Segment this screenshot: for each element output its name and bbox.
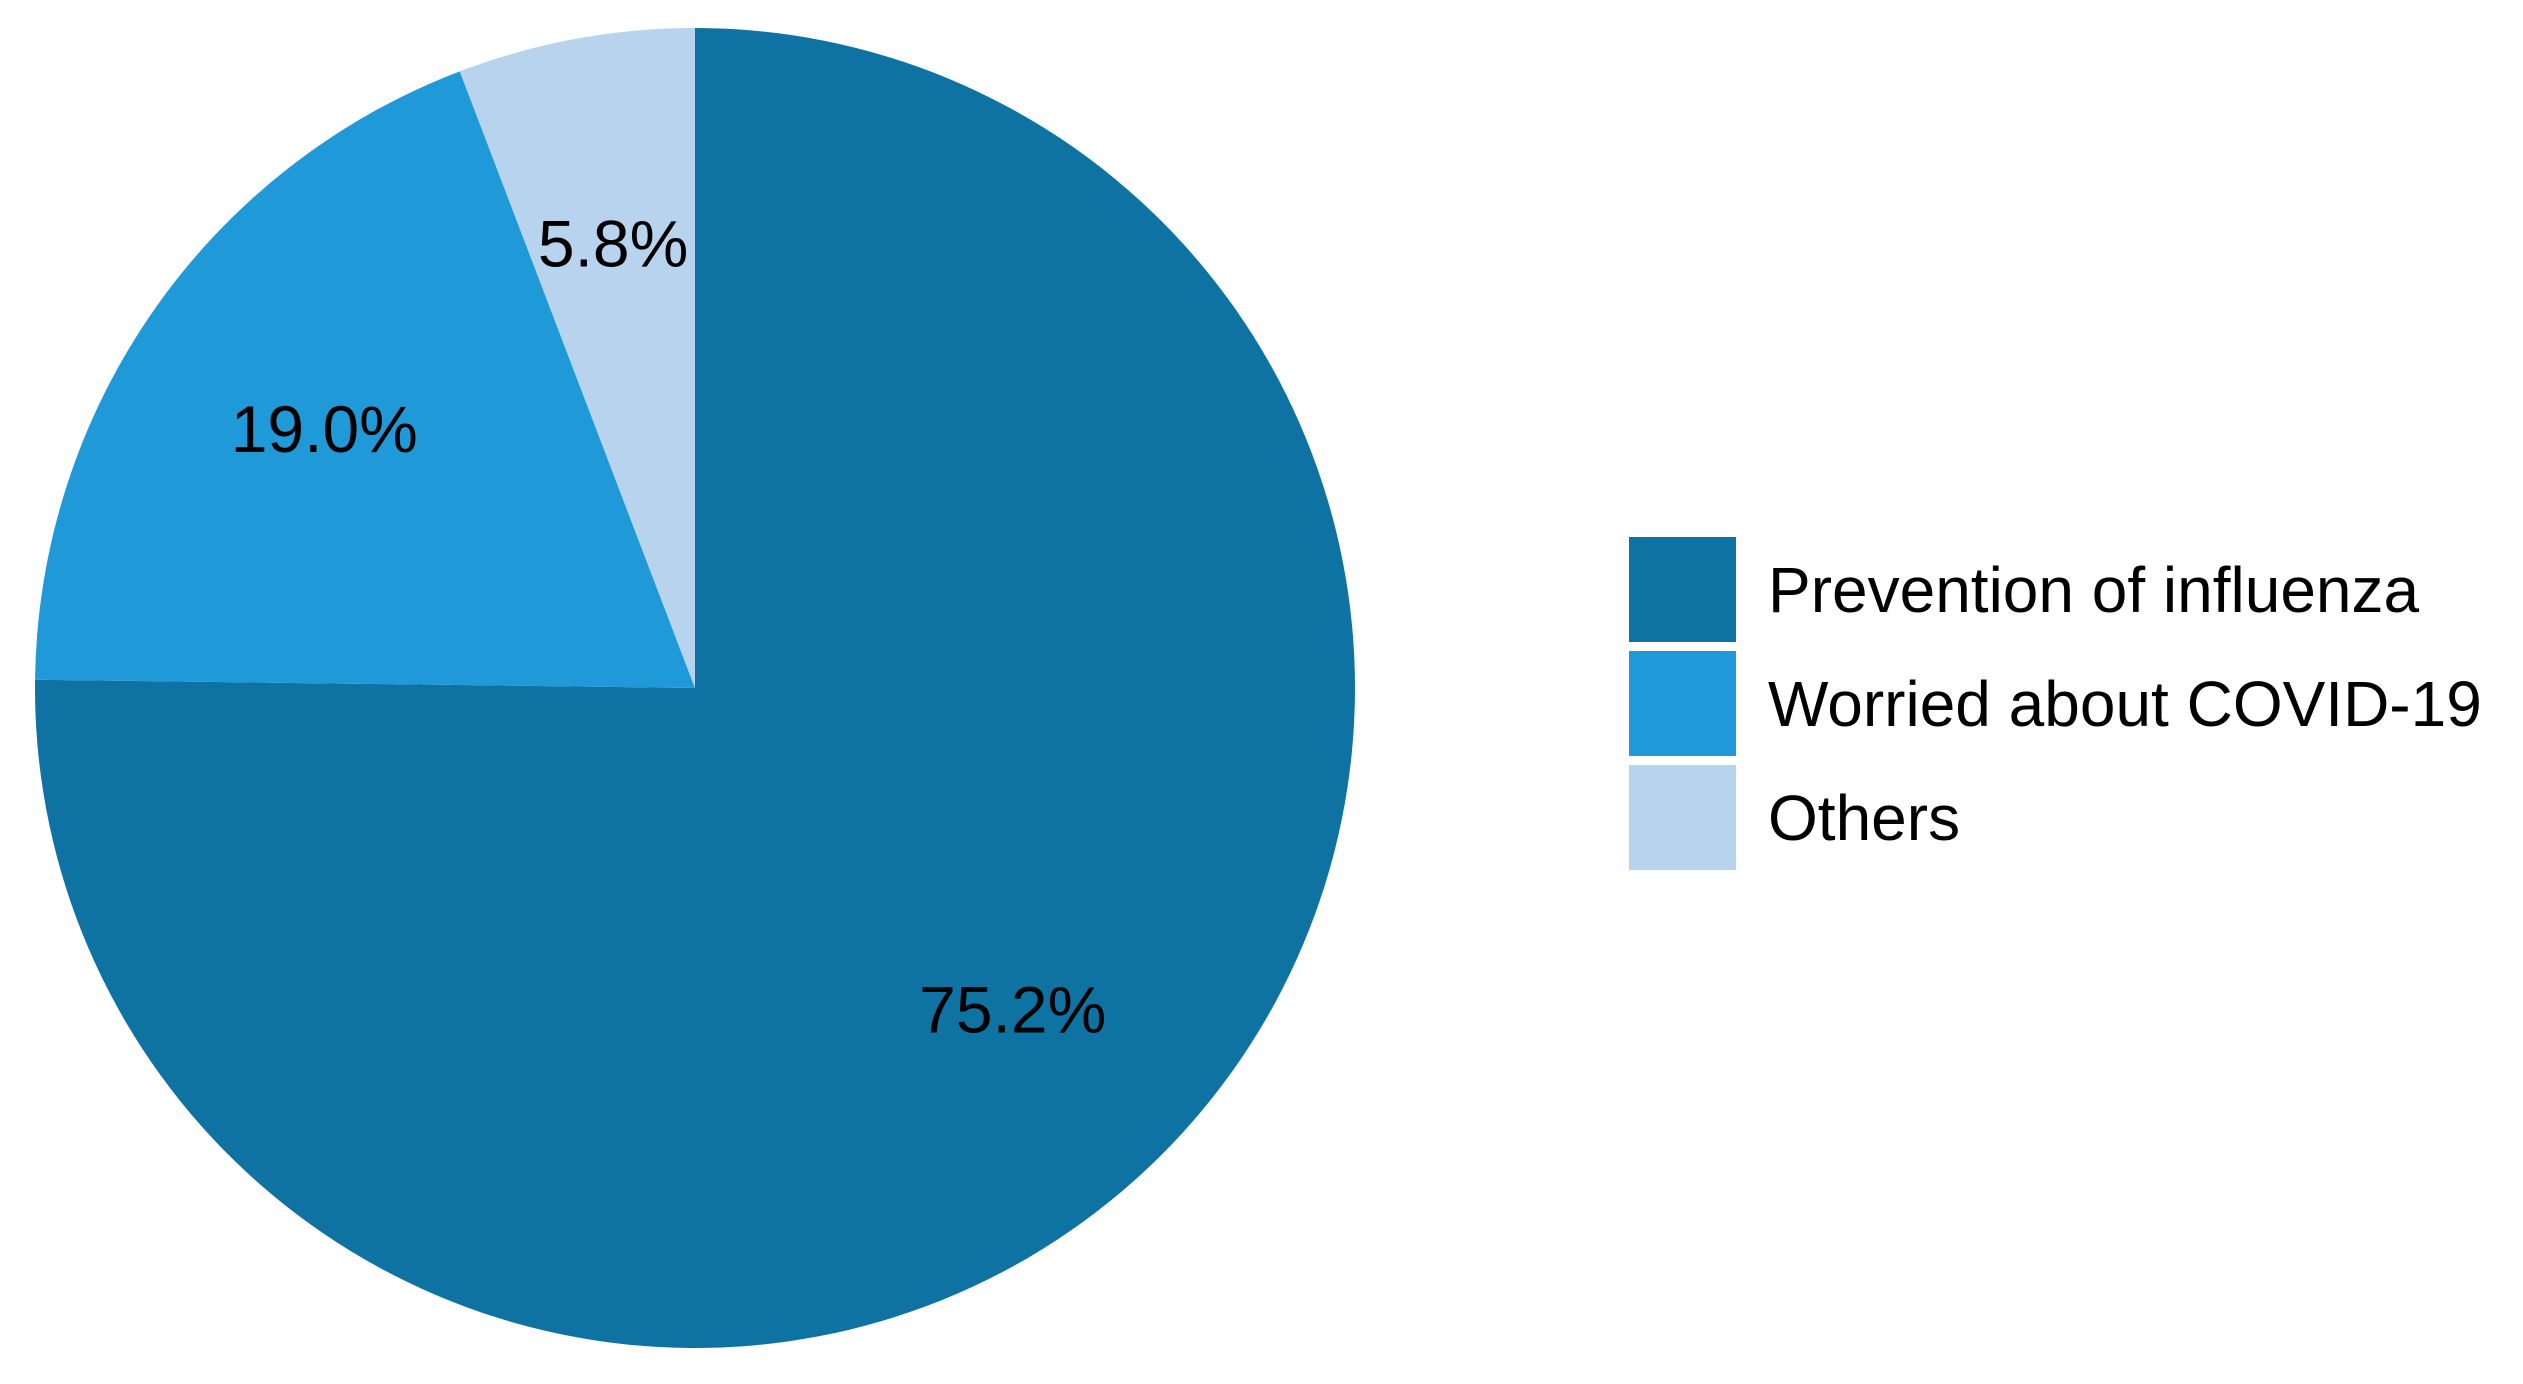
- legend-label: Prevention of influenza: [1768, 553, 2420, 626]
- legend-swatch-prevention-of-influenza: [1629, 537, 1736, 642]
- pie-slice-others: [459, 27, 695, 688]
- legend-swatch-worried-about-covid-19: [1629, 651, 1736, 756]
- legend-label: Others: [1768, 781, 1961, 854]
- legend: Prevention of influenza Worried about CO…: [1629, 537, 2482, 879]
- legend-item: Worried about COVID-19: [1629, 651, 2482, 756]
- pie-slice-percent-label: 75.2%: [919, 973, 1106, 1047]
- pie-slice-percent-label: 19.0%: [231, 392, 418, 466]
- pie-slice-prevention-of-influenza: [34, 28, 1355, 1348]
- legend-label: Worried about COVID-19: [1768, 667, 2482, 740]
- pie-slice-percent-label: 5.8%: [538, 206, 688, 280]
- pie-slice-worried-about-covid-19: [35, 71, 696, 689]
- legend-item: Others: [1629, 765, 2482, 870]
- legend-item: Prevention of influenza: [1629, 537, 2482, 642]
- legend-swatch-others: [1629, 765, 1736, 870]
